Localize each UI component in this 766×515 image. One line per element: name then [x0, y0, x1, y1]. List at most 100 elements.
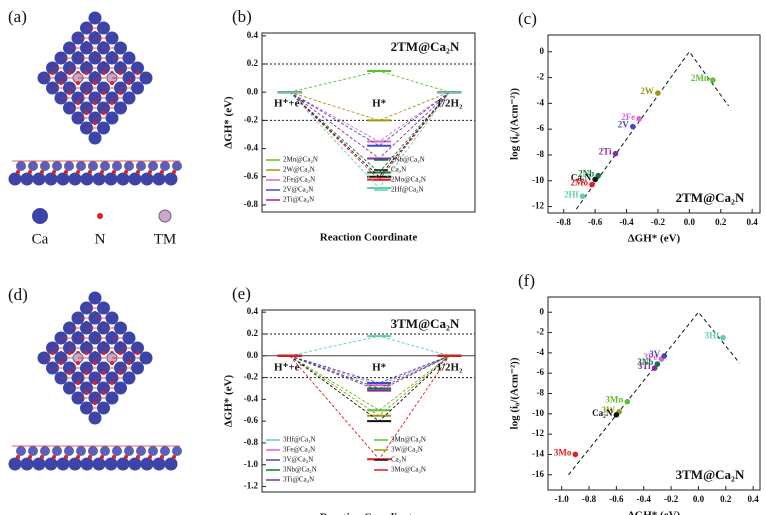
n-atom: [64, 455, 68, 459]
n-atom: [85, 91, 89, 95]
x-tick-label: 0.4: [747, 217, 759, 227]
ca-atom: [129, 458, 142, 471]
n-atom: [16, 170, 20, 174]
n-atom: [112, 170, 116, 174]
y-tick-label: -12: [532, 201, 544, 211]
n-atom: [76, 81, 80, 85]
chart-title: 3TM@Ca₂N: [676, 467, 745, 482]
n-atom: [68, 91, 72, 95]
y-tick-label: 0.0: [247, 350, 259, 360]
ca-atom: [88, 446, 98, 456]
n-atom: [102, 371, 106, 375]
ca-atom: [105, 458, 118, 471]
ca-atom: [81, 458, 94, 471]
chart-title: 3TM@Ca₂N: [391, 316, 460, 331]
ca-atom: [81, 173, 94, 186]
legend-label: 3Mo@Ca₂N: [391, 466, 426, 474]
n-atom: [76, 361, 80, 365]
n-atom: [16, 455, 20, 459]
ca-atom: [69, 458, 82, 471]
ca-atom: [105, 173, 118, 186]
x-tick-label: 0.0: [693, 494, 705, 504]
figure: (a) (d) Ca N TM (b)Reaction CoordinateΔG…: [0, 0, 766, 515]
legend-label: TM: [154, 231, 177, 247]
y-tick-label: -10: [532, 408, 544, 418]
point-label: 2W: [640, 86, 654, 96]
ca-atom: [114, 102, 127, 115]
data-point: [625, 399, 631, 405]
legend-label: 3Hf@Ca₂N: [283, 436, 316, 444]
ca-atom: [172, 161, 182, 171]
ca-atom: [9, 458, 22, 471]
y-tick-label: -1.0: [244, 459, 259, 469]
y-tick-label: -0.6: [244, 415, 259, 425]
legend-label: 2Ti@Ca₂N: [283, 196, 314, 204]
ca-atom: [28, 161, 38, 171]
ca-atom: [106, 392, 119, 405]
y-tick-label: 0: [540, 46, 545, 56]
n-atom: [93, 381, 97, 385]
ca-atom: [89, 412, 102, 425]
ca-atom: [93, 173, 106, 186]
x-tick-label: -0.4: [637, 494, 652, 504]
ca-atom: [131, 82, 144, 95]
ca-atom: [76, 446, 86, 456]
legend-label: Ca₂N: [391, 166, 406, 174]
ca-atom: [52, 161, 62, 171]
n-atom: [136, 455, 140, 459]
y-tick-label: -16: [532, 469, 544, 479]
data-point: [592, 177, 598, 183]
data-point: [630, 124, 636, 130]
y-axis-label: log (i₀/(Acm⁻²)): [509, 88, 521, 160]
point-label: 3Ti: [638, 361, 651, 371]
n-atom: [102, 351, 106, 355]
x-tick-label: -1.0: [555, 494, 570, 504]
legend-label: 2W@Ca₂N: [283, 166, 315, 174]
y-tick-label: -0.4: [244, 143, 259, 153]
n-atom: [127, 361, 131, 365]
n-atom: [64, 170, 68, 174]
state-label: 1/2H₂: [436, 98, 463, 110]
x-tick-label: -0.8: [557, 217, 572, 227]
x-tick-label: -0.6: [588, 217, 603, 227]
n-atom: [100, 455, 104, 459]
y-tick-label: -14: [532, 449, 544, 459]
ca-atom: [57, 173, 70, 186]
ca-atom: [9, 173, 22, 186]
ca-atom: [100, 161, 110, 171]
point-label: 3V: [649, 349, 661, 359]
ca-atom: [124, 446, 134, 456]
n-atom: [52, 455, 56, 459]
n-atom: [110, 101, 114, 105]
n-atom: [102, 111, 106, 115]
panel-label: (b): [232, 7, 252, 26]
y-tick-label: -4: [537, 97, 545, 107]
data-point: [720, 335, 726, 341]
panel-label: (d): [8, 285, 28, 304]
n-atom: [76, 381, 80, 385]
ca-atom: [88, 161, 98, 171]
state-label: 1/2H₂: [436, 361, 463, 373]
y-tick-label: -0.6: [244, 171, 259, 181]
legend-label: 3Ti@Ca₂N: [283, 476, 314, 484]
ca-atom: [28, 446, 38, 456]
n-atom: [127, 81, 131, 85]
ca-atom: [153, 458, 166, 471]
ca-atom: [117, 458, 130, 471]
series-line: [290, 356, 450, 385]
ca-atom: [141, 173, 154, 186]
n-atom: [59, 361, 63, 365]
x-tick-label: -0.2: [664, 494, 679, 504]
y-tick-label: 0.0: [247, 86, 259, 96]
legend-label: 2Mn@Ca₂N: [283, 156, 318, 164]
ca-atom: [89, 12, 102, 25]
ca-atom: [123, 52, 136, 65]
n-atom: [85, 371, 89, 375]
y-tick-label: 0.4: [247, 30, 259, 40]
n-atom: [136, 71, 140, 75]
ca-atom: [21, 458, 34, 471]
series-line: [290, 92, 450, 158]
x-axis-label: ΔGH* (eV): [628, 510, 681, 515]
n-atom: [102, 91, 106, 95]
n-atom: [124, 455, 128, 459]
